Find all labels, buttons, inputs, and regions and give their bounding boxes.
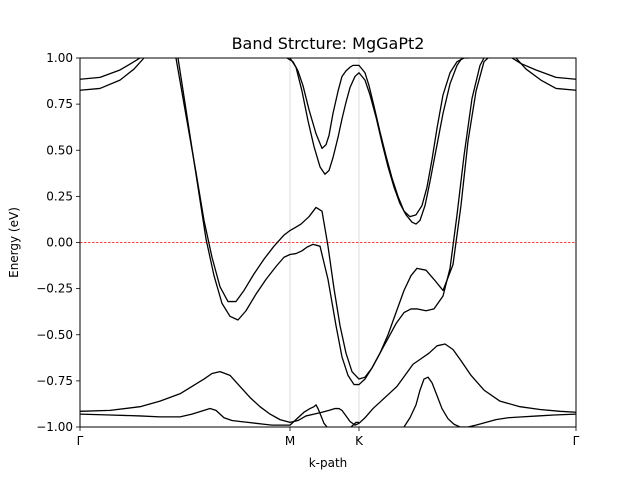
y-tick-label-1: −0.75 bbox=[36, 374, 73, 388]
x-tick-label-1: M bbox=[285, 434, 295, 448]
band-7 bbox=[289, 58, 463, 225]
band-6 bbox=[286, 58, 470, 218]
y-tick-label-0: −1.00 bbox=[36, 420, 73, 434]
x-axis-label: k-path bbox=[309, 456, 348, 470]
band-2 bbox=[511, 58, 576, 80]
band-11 bbox=[403, 376, 576, 427]
y-axis-label: Energy (eV) bbox=[7, 207, 21, 278]
x-tick-label-0: Γ bbox=[77, 434, 84, 448]
band-lines bbox=[80, 58, 576, 427]
y-tick-label-8: 1.00 bbox=[46, 51, 73, 65]
band-8 bbox=[80, 343, 576, 426]
y-tick-label-3: −0.25 bbox=[36, 282, 73, 296]
band-9 bbox=[80, 404, 328, 427]
y-tick-label-6: 0.50 bbox=[46, 143, 73, 157]
x-tick-label-2: K bbox=[355, 434, 364, 448]
chart-title: Band Strcture: MgGaPt2 bbox=[232, 34, 425, 53]
band-10 bbox=[350, 421, 359, 427]
y-tick-label-4: 0.00 bbox=[46, 236, 73, 250]
y-axis-ticks: −1.00 −0.75 −0.50 −0.25 0.00 0.25 0.50 0.75 1.00 bbox=[36, 51, 80, 434]
y-tick-label-2: −0.50 bbox=[36, 328, 73, 342]
y-tick-label-5: 0.25 bbox=[46, 189, 73, 203]
band-5 bbox=[177, 58, 485, 386]
band-3 bbox=[515, 58, 576, 91]
band-0 bbox=[80, 58, 141, 80]
band-4 bbox=[175, 58, 489, 380]
y-tick-label-7: 0.75 bbox=[46, 97, 73, 111]
x-tick-label-3: Γ bbox=[573, 434, 580, 448]
band-1 bbox=[80, 58, 145, 91]
